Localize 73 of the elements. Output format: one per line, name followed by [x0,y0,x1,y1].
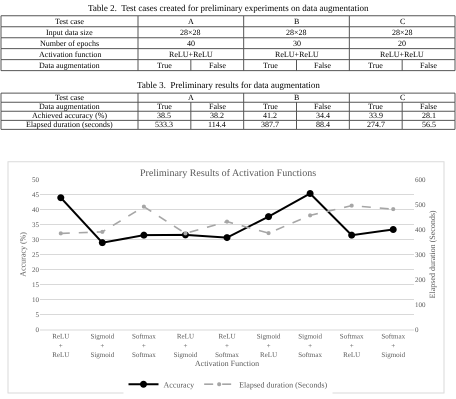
text: True [157,61,172,70]
text: Table 2. Test cases created for preliminary experiments on data augmentation [88,3,369,13]
chart-title: Preliminary Results of Activation Functions [140,168,316,179]
text: True [368,102,383,111]
text: False [209,61,226,70]
point [390,226,397,233]
point [224,234,230,242]
text: ReLU+ReLU [169,50,213,59]
text: False [314,61,331,70]
legend-label: Accuracy [164,380,194,390]
text: False [420,61,437,70]
text: True [157,102,172,111]
y-axis-title: Accuracy (%) [18,232,28,277]
point [57,194,64,202]
text: ReLU+ReLU [380,50,424,59]
text: Test case [55,17,84,26]
text: Input data size [46,28,93,37]
point [58,231,63,236]
text: 30 [293,39,301,48]
point [306,190,314,197]
text: False [420,102,437,111]
text: Elapsed duration (seconds) [26,120,113,129]
text: C [400,17,406,26]
text: Data augmentation [39,61,100,70]
point [98,239,106,246]
text: 41.2 [263,111,277,120]
text: False [209,102,226,111]
text: B [294,17,300,26]
point [183,231,188,236]
text: True [263,102,278,111]
text: 533.3 [155,120,173,129]
text: Test case [55,93,84,102]
point [100,230,104,234]
text: 28×28 [180,28,201,37]
point [391,207,396,212]
point [140,232,148,239]
text: 28×28 [392,28,413,37]
text: B [294,93,300,102]
point [142,204,146,209]
text: 387.7 [261,120,279,129]
point [225,220,229,224]
text: A [188,17,194,26]
text: 114.4 [208,120,226,129]
legend-label: Elapsed duration (Seconds) [239,380,328,390]
text: 88.4 [316,120,330,129]
text: 34.4 [316,111,330,120]
y2-axis-title: Elapsed duration (Seconds) [428,210,438,298]
text: Achieved accuracy (%) [32,111,108,120]
text: 40 [187,39,195,48]
text: True [263,61,278,70]
text: Activation function [39,50,102,59]
text: 274.7 [367,120,385,129]
x-axis-title: Activation Function [194,359,260,368]
text: False [314,102,331,111]
text: 33.9 [369,111,383,120]
text: True [368,61,383,70]
point [350,204,354,208]
text: 38.2 [210,111,224,120]
text: 28×28 [286,28,307,37]
text: 38.5 [157,111,171,120]
text: Data augmentation [39,102,100,111]
text: ReLU+ReLU [275,50,319,59]
text: Number of epochs [40,39,100,48]
text: 56.5 [422,120,436,129]
text: Table 3. Preliminary results for data augmentation [137,80,320,90]
point [308,213,312,218]
point [348,232,356,239]
text: C [400,93,406,102]
text: 28.1 [422,111,436,120]
text: 20 [398,39,406,48]
point [265,213,272,220]
text: A [188,93,194,102]
point [266,231,271,236]
